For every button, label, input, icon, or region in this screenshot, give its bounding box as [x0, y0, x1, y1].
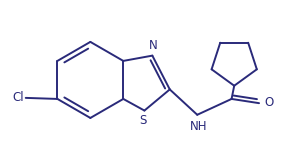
Text: Cl: Cl	[12, 91, 24, 104]
Text: S: S	[140, 114, 147, 127]
Text: NH: NH	[190, 120, 208, 133]
Text: N: N	[149, 39, 157, 52]
Text: O: O	[264, 96, 274, 109]
